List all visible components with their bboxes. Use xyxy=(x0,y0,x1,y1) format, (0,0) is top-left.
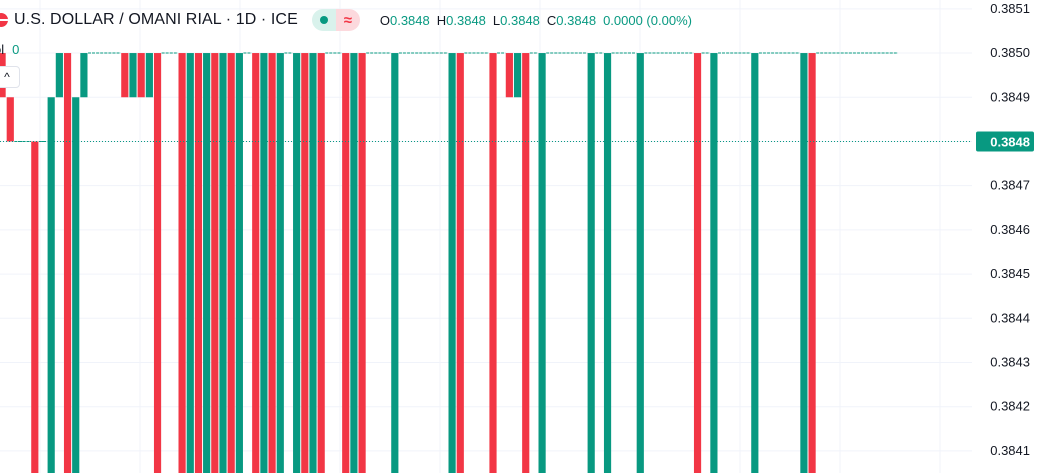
candle xyxy=(227,53,235,473)
candle xyxy=(309,53,317,473)
candle xyxy=(800,53,808,473)
candle xyxy=(178,53,186,473)
candle xyxy=(72,97,80,473)
candle xyxy=(211,53,219,473)
high-key: H xyxy=(436,12,447,28)
candle xyxy=(489,53,497,473)
y-tick-label: 0.3849 xyxy=(990,89,1030,104)
y-tick-label: 0.3845 xyxy=(990,266,1030,281)
candle xyxy=(538,53,546,473)
candle xyxy=(129,53,137,98)
candle xyxy=(808,53,816,473)
candle xyxy=(513,53,522,98)
close-key: C xyxy=(546,12,557,28)
market-open-dot-icon[interactable] xyxy=(311,9,336,31)
candle xyxy=(137,53,145,98)
open-value: 0.3848 xyxy=(389,12,430,28)
candle xyxy=(301,53,309,473)
us-flag-icon xyxy=(0,13,8,27)
candle xyxy=(121,53,129,98)
candle xyxy=(145,53,153,98)
candle xyxy=(456,53,464,473)
candle xyxy=(587,53,595,473)
change-value: 0.0000 (0.00%) xyxy=(603,12,692,28)
candle xyxy=(47,97,55,473)
price-axis[interactable]: 0.3851 0.3850 0.3849 0.3848 0.3847 0.3846 0.38… xyxy=(972,0,1041,473)
candle xyxy=(6,97,14,142)
volume-legend: ol 0 xyxy=(0,42,19,57)
y-tick-label: 0.3841 xyxy=(990,443,1030,458)
close-value: 0.3848 xyxy=(556,12,597,28)
chevron-up-icon: ^ xyxy=(4,70,10,84)
candle xyxy=(276,53,284,473)
candle xyxy=(358,53,366,473)
candle xyxy=(268,53,276,473)
data-delay-icon[interactable]: ≈ xyxy=(335,9,360,31)
candle xyxy=(219,53,227,473)
candle xyxy=(194,53,203,473)
low-key: L xyxy=(492,12,501,28)
candle xyxy=(55,53,63,98)
volume-label: ol xyxy=(0,42,5,57)
candle xyxy=(342,53,350,473)
candle xyxy=(505,53,513,98)
symbol-title[interactable]: U.S. DOLLAR / OMANI RIAL · 1D · ICE xyxy=(14,11,298,28)
candle xyxy=(80,53,88,98)
candle xyxy=(203,53,211,473)
candle xyxy=(260,53,268,473)
candle xyxy=(751,53,759,473)
symbol-legend: U.S. DOLLAR / OMANI RIAL · 1D · ICE ≈ O0… xyxy=(0,8,692,32)
collapse-legend-button[interactable]: ^ xyxy=(0,66,20,88)
candle xyxy=(235,53,243,473)
candle xyxy=(63,53,72,473)
current-price-label: 0.3848 xyxy=(990,134,1030,149)
candle xyxy=(391,53,399,473)
axis-background xyxy=(972,0,1041,473)
volume-value: 0 xyxy=(12,42,20,57)
candle xyxy=(710,53,718,473)
candle xyxy=(448,53,456,473)
y-tick-label: 0.3847 xyxy=(990,178,1030,193)
y-tick-label: 0.3844 xyxy=(990,310,1030,325)
candle xyxy=(252,53,260,473)
y-tick-label: 0.3842 xyxy=(990,399,1030,414)
y-tick-label: 0.3851 xyxy=(990,1,1030,16)
y-tick-label: 0.3850 xyxy=(990,45,1030,60)
candle xyxy=(350,53,358,473)
y-tick-label: 0.3843 xyxy=(990,354,1030,369)
current-price-label-bg xyxy=(976,131,1034,152)
candle xyxy=(317,53,325,473)
candle xyxy=(31,141,39,473)
candle xyxy=(522,53,530,473)
low-value: 0.3848 xyxy=(500,12,540,28)
candles xyxy=(0,52,898,473)
candle xyxy=(636,53,644,473)
candle xyxy=(693,53,702,473)
ohlc-values: O0.3848 H0.3848 L0.3848 C0.3848 0.0000 (… xyxy=(380,13,692,28)
candle xyxy=(186,53,194,473)
open-key: O xyxy=(379,12,390,28)
candle xyxy=(603,53,612,473)
y-tick-label: 0.3846 xyxy=(990,222,1030,237)
candle xyxy=(293,53,301,473)
candle xyxy=(153,53,162,473)
high-value: 0.3848 xyxy=(446,12,486,28)
market-status-pill[interactable]: ≈ xyxy=(311,9,360,31)
